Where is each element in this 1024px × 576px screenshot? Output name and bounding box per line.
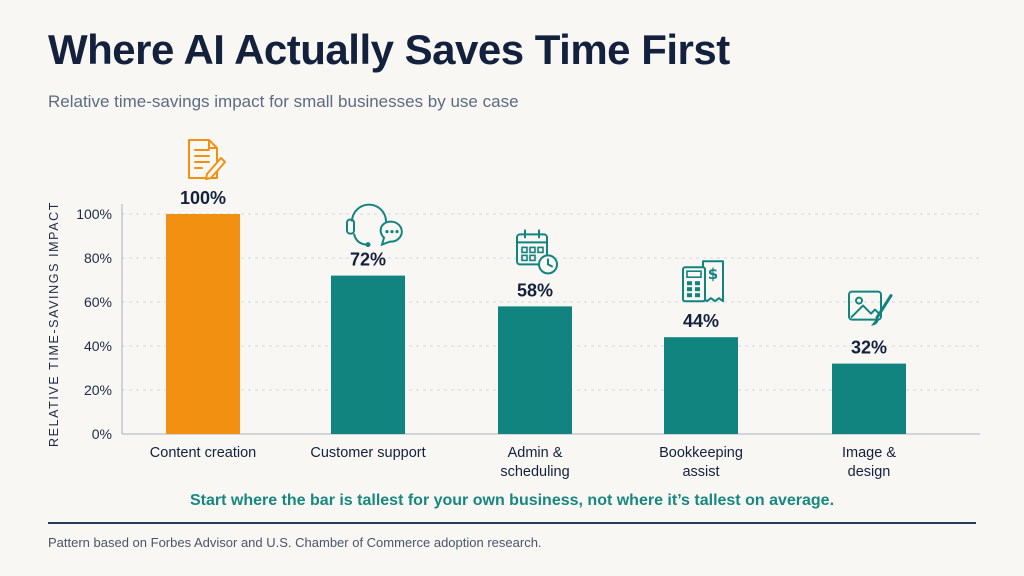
brush-tip <box>871 317 879 326</box>
page-title: Where AI Actually Saves Time First <box>48 26 730 73</box>
data-label: 44% <box>683 311 719 331</box>
data-label: 100% <box>180 188 226 208</box>
calculator-key <box>695 281 700 286</box>
mic-tip <box>365 242 371 248</box>
bar <box>832 363 906 434</box>
image-brush-icon <box>848 290 893 326</box>
headband <box>351 203 387 222</box>
calculator-receipt-icon: $ <box>682 260 724 303</box>
pen-shape <box>205 157 226 180</box>
y-tick-label: 60% <box>84 294 112 310</box>
calculator-key <box>687 287 692 292</box>
calendar-cell <box>529 254 536 262</box>
bar <box>166 214 240 434</box>
x-tick-label: Bookkeeping <box>659 445 743 461</box>
chat-dot <box>390 230 394 234</box>
calendar-cell <box>521 254 528 262</box>
data-label: 32% <box>851 338 887 358</box>
y-tick-label: 40% <box>84 338 112 354</box>
calculator-key <box>695 293 700 298</box>
calendar-cell <box>529 246 536 254</box>
dollar-sign: $ <box>708 265 718 283</box>
document-fold <box>208 140 217 149</box>
data-label: 72% <box>350 250 386 270</box>
clock-hands <box>547 258 553 268</box>
data-label: 58% <box>517 280 553 300</box>
page-subtitle: Relative time-savings impact for small b… <box>48 92 519 111</box>
x-tick-label: Content creation <box>150 445 256 461</box>
headset-chat-icon <box>346 203 403 248</box>
calendar-clock-icon <box>516 229 558 275</box>
image-sun <box>855 296 863 305</box>
bar <box>664 337 738 434</box>
y-tick-label: 100% <box>76 206 112 222</box>
x-tick-label: design <box>848 464 891 480</box>
x-tick-label: Admin & <box>508 445 563 461</box>
image-mountain <box>850 304 882 319</box>
calculator-key <box>687 281 692 286</box>
chat-dot <box>395 230 399 234</box>
calendar-body <box>516 233 548 266</box>
x-tick-label: Customer support <box>310 445 425 461</box>
document-pen-icon <box>188 139 226 180</box>
calendar-cell <box>521 246 528 254</box>
takeaway-note: Start where the bar is tallest for your … <box>189 492 835 509</box>
bar <box>498 306 572 434</box>
chat-dot <box>385 230 389 234</box>
earcup <box>346 218 355 235</box>
calculator-key <box>687 293 692 298</box>
calendar-cell <box>537 246 544 254</box>
y-axis-label: RELATIVE TIME-SAVINGS IMPACT <box>47 201 61 447</box>
y-tick-label: 80% <box>84 250 112 266</box>
calculator-key <box>695 287 700 292</box>
brush-handle <box>875 294 893 320</box>
chat-bubble <box>379 220 403 247</box>
bar <box>331 275 405 434</box>
x-tick-label: assist <box>682 464 719 480</box>
mic-arm <box>353 233 367 246</box>
y-tick-label: 0% <box>92 426 112 442</box>
x-tick-label: scheduling <box>500 464 569 480</box>
calculator-screen <box>686 270 702 279</box>
y-tick-label: 20% <box>84 382 112 398</box>
image-frame <box>848 290 882 321</box>
footer-divider <box>48 522 976 524</box>
calculator-body <box>682 266 706 303</box>
source-footnote: Pattern based on Forbes Advisor and U.S.… <box>48 535 542 550</box>
x-tick-label: Image & <box>842 445 896 461</box>
